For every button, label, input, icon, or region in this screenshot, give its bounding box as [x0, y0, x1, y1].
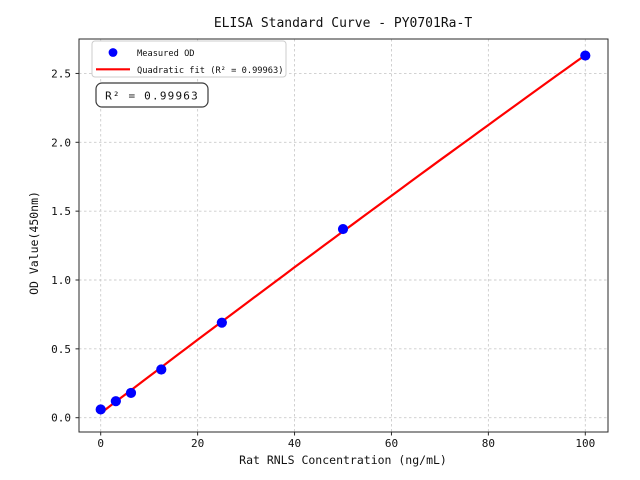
x-tick-label: 100: [575, 437, 595, 450]
y-axis-label: OD Value(450nm): [27, 191, 41, 295]
x-tick-label: 80: [482, 437, 495, 450]
y-tick-label: 1.5: [51, 205, 71, 218]
data-points: [95, 50, 591, 415]
chart-title: ELISA Standard Curve - PY0701Ra-T: [214, 16, 472, 31]
plot-border: [78, 38, 609, 433]
x-tick-label: 40: [288, 437, 301, 450]
legend-label-measured-od: Measured OD: [137, 49, 195, 59]
r-squared-annotation-box: [95, 82, 209, 108]
y-tick-label: 2.5: [51, 67, 71, 80]
x-axis-label: Rat RNLS Concentration (ng/mL): [239, 453, 447, 467]
legend: Measured OD Quadratic fit (R² = 0.99963): [91, 40, 287, 78]
y-tick-labels: 0.0 0.5 1.0 1.5 2.0 2.5: [51, 67, 71, 424]
data-point: [110, 396, 121, 407]
data-point: [337, 223, 349, 235]
data-point: [580, 50, 591, 61]
y-tick-label: 0.0: [51, 412, 71, 425]
tick-marks: [75, 72, 586, 436]
legend-marker-measured-od-icon: [108, 48, 118, 57]
data-point: [156, 364, 167, 375]
data-point: [125, 387, 137, 399]
x-tick-label: 0: [97, 437, 104, 450]
data-point: [216, 317, 227, 328]
x-tick-labels: 0 20 40 60 80 100: [97, 437, 595, 450]
x-tick-label: 60: [385, 437, 398, 450]
legend-box: [91, 40, 287, 78]
r-squared-annotation-text: R² = 0.99963: [105, 90, 199, 103]
legend-label-quadratic-fit: Quadratic fit (R² = 0.99963): [137, 66, 283, 76]
x-tick-label: 20: [191, 437, 204, 450]
y-tick-label: 0.5: [51, 343, 71, 356]
y-tick-label: 1.0: [51, 274, 71, 287]
data-point: [95, 404, 106, 415]
r-squared-annotation: R² = 0.99963: [95, 82, 209, 108]
y-tick-label: 2.0: [51, 136, 71, 149]
